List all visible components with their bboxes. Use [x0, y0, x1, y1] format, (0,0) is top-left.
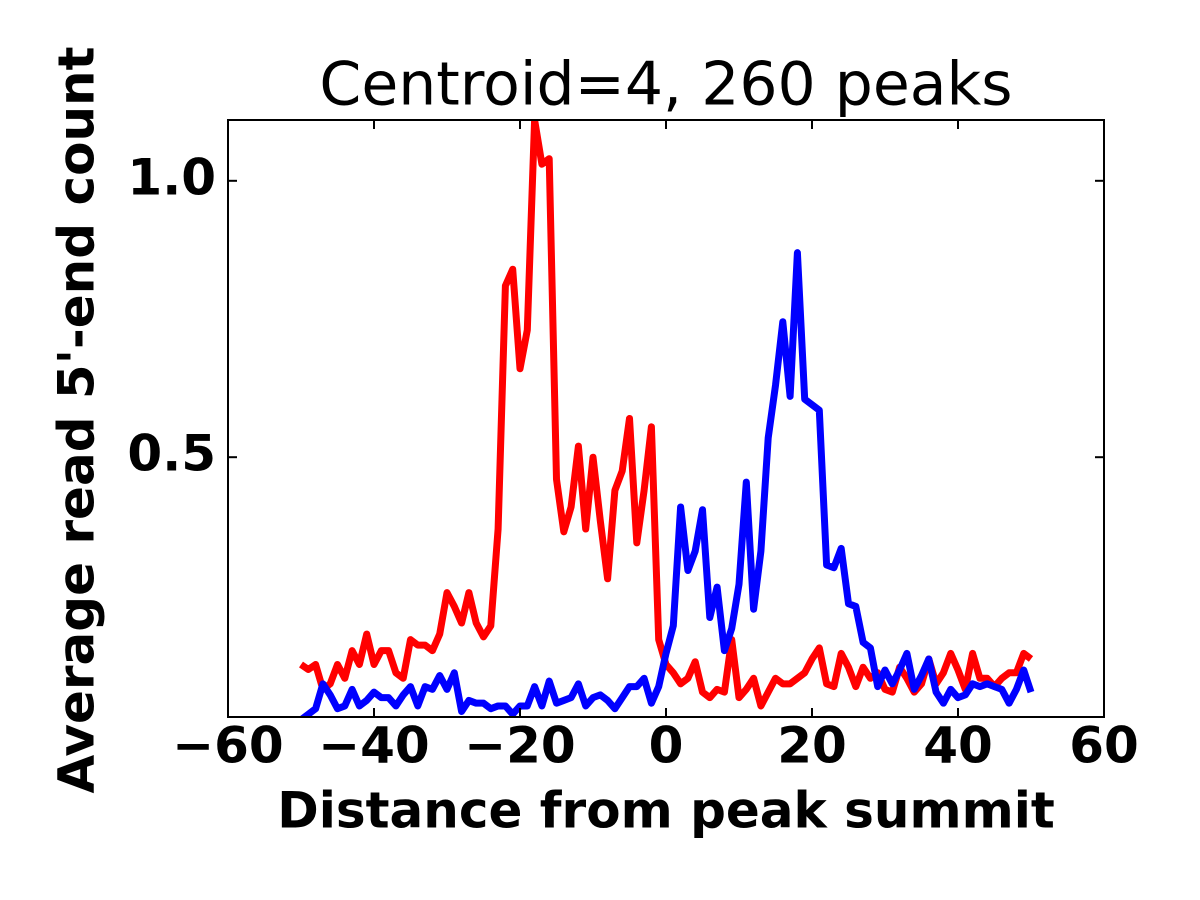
plot-frame — [227, 119, 1105, 718]
x-tick-label: 40 — [923, 717, 993, 775]
x-tick-label: −20 — [464, 717, 575, 775]
y-axis-label: Average read 5'-end count — [48, 46, 106, 793]
x-tick-label: 20 — [777, 717, 847, 775]
x-tick-label: 60 — [1069, 717, 1139, 775]
x-tick-label: −40 — [318, 717, 429, 775]
chart-title: Centroid=4, 260 peaks — [319, 50, 1012, 120]
data-line — [298, 249, 1035, 717]
x-tick-label: −60 — [172, 717, 283, 775]
x-axis-label: Distance from peak summit — [277, 782, 1055, 840]
x-tick-label: 0 — [649, 717, 684, 775]
y-tick-label: 1.0 — [127, 148, 216, 206]
data-line — [299, 120, 1034, 710]
y-tick-label: 0.5 — [127, 425, 216, 483]
